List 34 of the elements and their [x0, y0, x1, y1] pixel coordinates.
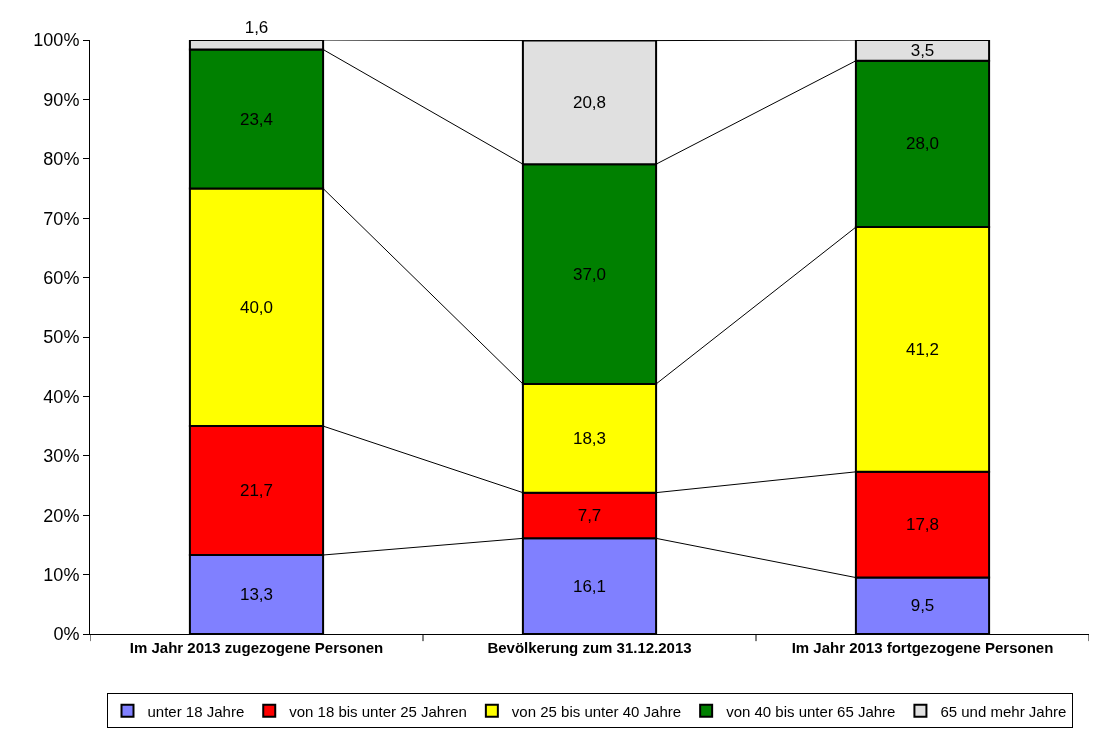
- data-label: 18,3: [572, 428, 607, 448]
- x-tick-label: Im Jahr 2013 zugezogene Personen: [129, 639, 384, 656]
- legend-label: von 40 bis unter 65 Jahre: [726, 702, 896, 720]
- data-label: 37,0: [572, 264, 607, 284]
- legend-label: unter 18 Jahre: [147, 702, 245, 720]
- data-label: 3,5: [910, 40, 935, 60]
- y-tick-label: 0%: [53, 624, 80, 645]
- data-label: 40,0: [239, 297, 274, 317]
- data-label: 1,6: [244, 18, 269, 37]
- data-label: 9,5: [910, 596, 935, 616]
- y-tick-label: 50%: [43, 327, 80, 348]
- y-tick-label: 70%: [43, 208, 80, 229]
- data-label: 17,8: [905, 515, 940, 535]
- x-tick-label: Im Jahr 2013 fortgezogene Personen: [791, 639, 1054, 656]
- y-tick-label: 10%: [43, 564, 80, 585]
- y-tick-label: 100%: [33, 30, 80, 51]
- y-tick-label: 60%: [43, 267, 80, 288]
- data-label: 20,8: [572, 92, 607, 112]
- data-label: 28,0: [905, 134, 940, 154]
- legend-label: von 18 bis unter 25 Jahren: [289, 702, 467, 720]
- legend-label: von 25 bis unter 40 Jahre: [511, 702, 682, 720]
- y-tick-label: 20%: [43, 505, 80, 526]
- legend-label: 65 und mehr Jahre: [940, 702, 1067, 720]
- y-tick-label: 40%: [43, 386, 80, 407]
- data-label: 16,1: [572, 576, 607, 596]
- data-label: 41,2: [905, 339, 940, 359]
- x-tick-label: Bevölkerung zum 31.12.2013: [487, 639, 692, 656]
- y-tick-label: 80%: [43, 149, 80, 170]
- data-label: 7,7: [577, 506, 602, 525]
- y-tick-label: 90%: [43, 89, 80, 110]
- data-label: 21,7: [239, 481, 274, 501]
- data-label: 23,4: [239, 109, 274, 129]
- data-label: 13,3: [239, 585, 274, 604]
- y-tick-label: 30%: [43, 446, 80, 467]
